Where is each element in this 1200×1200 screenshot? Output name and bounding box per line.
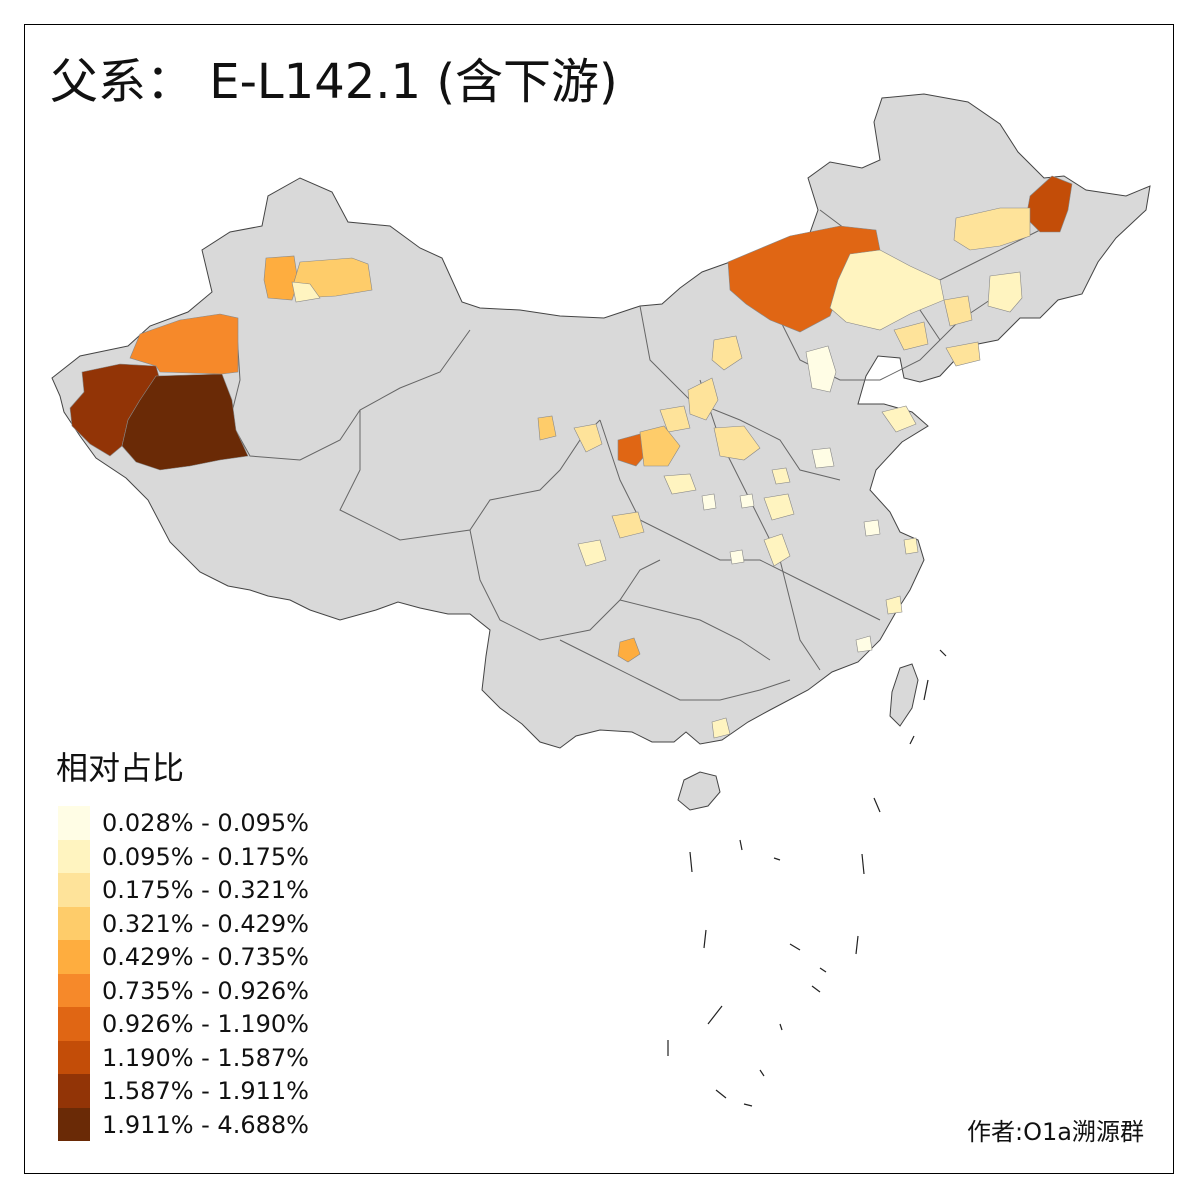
region-chifeng	[893, 321, 929, 351]
legend-label: 0.175% - 0.321%	[102, 876, 309, 904]
legend-label: 1.190% - 1.587%	[102, 1043, 309, 1072]
legend-label: 0.926% - 1.190%	[102, 1010, 309, 1038]
region-fuzhou	[855, 635, 873, 653]
region-anhui	[863, 519, 881, 537]
legend-swatch	[58, 940, 90, 974]
south-china-sea-islands	[667, 649, 947, 1107]
colored-regions	[69, 175, 1073, 739]
region-hinggan	[829, 249, 945, 331]
region-qingyang	[639, 425, 681, 467]
region-fujian	[885, 595, 903, 615]
legend-swatch	[58, 906, 90, 940]
legend-label: 0.028% - 0.095%	[102, 809, 309, 837]
region-beijing	[805, 345, 837, 393]
region-tacheng	[263, 255, 299, 301]
legend-swatch	[58, 1074, 90, 1108]
legend-label: 1.587% - 1.911%	[102, 1077, 309, 1105]
region-jilin-a	[943, 295, 973, 327]
legend-label: 0.735% - 0.926%	[102, 976, 309, 1005]
map-title: 父系： E-L142.1 (含下游)	[50, 54, 618, 110]
region-guiyang	[617, 637, 641, 663]
legend-swatch	[58, 873, 90, 907]
region-shijiazhuang	[713, 425, 761, 461]
region-yinchuan	[659, 405, 691, 433]
legend-label: 1.911% - 4.688%	[102, 1110, 309, 1139]
region-karamay	[291, 281, 321, 303]
legend-title: 相对占比	[56, 749, 185, 787]
region-aksu	[129, 313, 239, 375]
region-henan-b	[771, 467, 791, 485]
region-chengdu	[577, 539, 607, 567]
region-qiqihar	[953, 207, 1031, 251]
legend-swatch	[58, 839, 90, 873]
legend-swatch	[58, 806, 90, 840]
legend-label: 0.095% - 0.175%	[102, 842, 309, 871]
region-xian	[663, 473, 697, 495]
region-tianshui-orange	[617, 433, 649, 467]
region-shandong	[881, 405, 917, 433]
taiwan-shape	[889, 663, 919, 727]
region-jilin-b	[945, 341, 981, 367]
hainan-shape	[677, 771, 721, 811]
legend-swatch	[58, 1040, 90, 1074]
region-hubei	[763, 533, 791, 567]
legend-label: 0.429% - 0.735%	[102, 943, 309, 971]
legend-swatch	[58, 973, 90, 1007]
region-hohhot	[711, 335, 743, 371]
legend-swatch	[58, 1107, 90, 1141]
region-harbin	[987, 271, 1023, 313]
legend-swatch	[58, 1007, 90, 1041]
region-guangyuan	[611, 511, 645, 539]
author-credit: 作者:O1a溯源群	[967, 1118, 1144, 1146]
legend-label: 0.321% - 0.429%	[102, 909, 309, 938]
region-shanghai	[903, 537, 919, 555]
map-frame	[24, 24, 1174, 1174]
region-wuwei	[537, 415, 557, 441]
region-huaihua-a	[701, 493, 717, 511]
region-heze	[811, 447, 835, 469]
region-wuhan	[729, 549, 745, 565]
region-shuozhou	[687, 377, 719, 421]
region-guangdong	[711, 717, 731, 739]
region-hotan	[121, 373, 249, 471]
region-henan-a	[763, 493, 795, 521]
region-pingliang-a	[573, 423, 603, 453]
region-yichang	[739, 493, 755, 509]
